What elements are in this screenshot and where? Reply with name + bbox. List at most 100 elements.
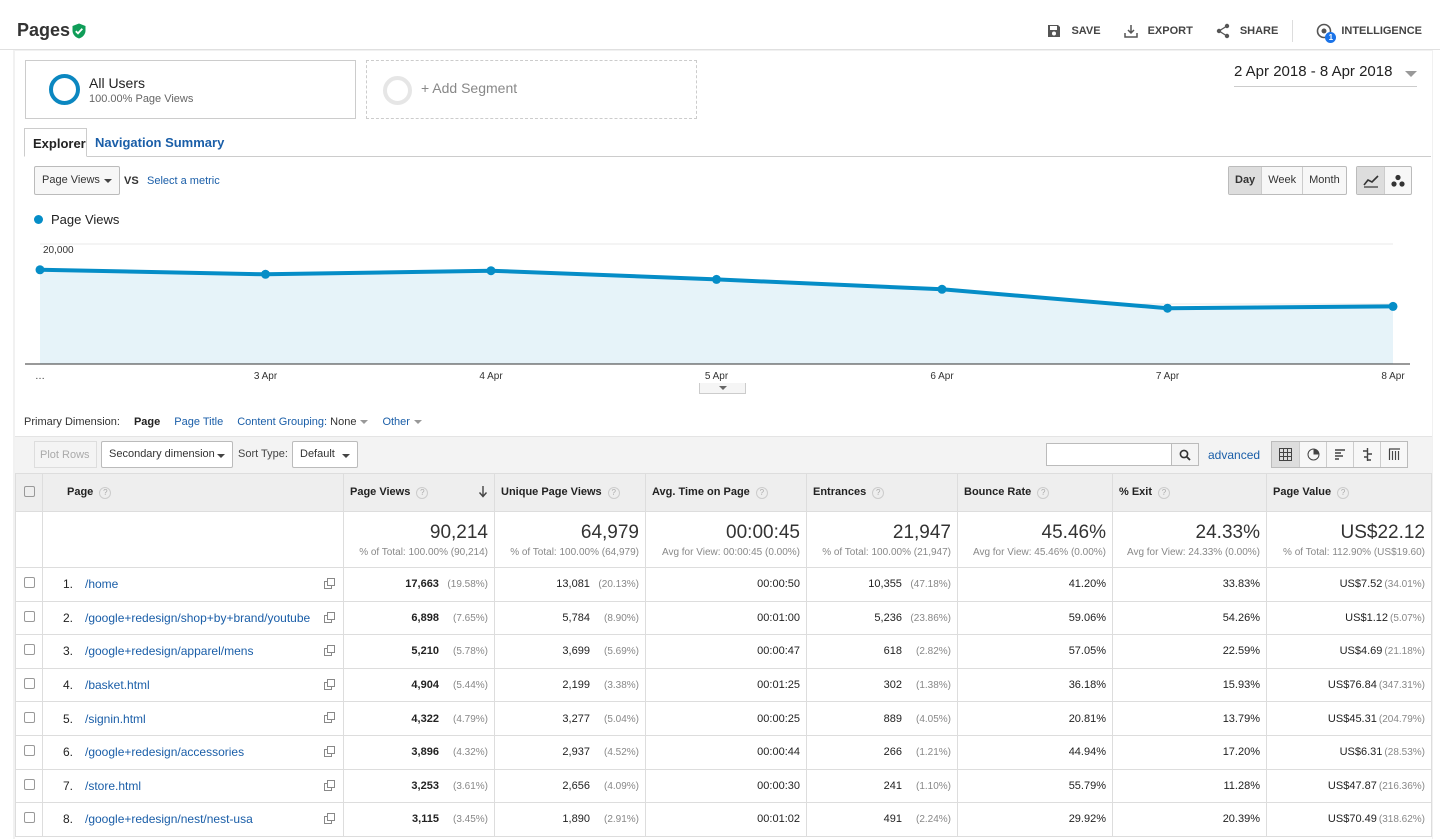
chevron-down-icon xyxy=(217,454,225,458)
column-page-views[interactable]: Page Views? xyxy=(343,473,495,512)
motion-chart-button[interactable] xyxy=(1384,167,1411,194)
row-index: 2. xyxy=(62,610,73,625)
share-button[interactable]: SHARE xyxy=(1215,23,1279,39)
row-checkbox[interactable] xyxy=(23,577,35,589)
search-button[interactable] xyxy=(1171,443,1199,466)
export-button[interactable]: EXPORT xyxy=(1123,23,1193,39)
help-icon: ? xyxy=(872,486,885,499)
open-page-icon[interactable] xyxy=(324,611,335,623)
column-entrances[interactable]: Entrances? xyxy=(806,473,958,512)
column-page[interactable]: Page? xyxy=(42,473,344,512)
open-page-icon[interactable] xyxy=(324,712,335,724)
metric-select[interactable]: Page Views xyxy=(34,166,120,195)
add-segment-button[interactable]: + Add Segment xyxy=(366,60,697,119)
open-page-icon[interactable] xyxy=(324,678,335,690)
dimension-page-title[interactable]: Page Title xyxy=(174,416,224,428)
page-value-cell: US$45.31 (204.79%) xyxy=(1266,701,1432,736)
row-checkbox[interactable] xyxy=(23,812,35,824)
page-link[interactable]: /google+redesign/nest/nest-usa xyxy=(85,812,253,827)
search-icon xyxy=(1179,449,1191,461)
column-unique-page-views[interactable]: Unique Page Views? xyxy=(494,473,646,512)
row-checkbox[interactable] xyxy=(23,644,35,656)
row-checkbox[interactable] xyxy=(23,711,35,723)
column-page-value[interactable]: Page Value? xyxy=(1266,473,1432,512)
comparison-view-button[interactable] xyxy=(1353,442,1380,467)
page-value-percent: (28.53%) xyxy=(1384,747,1425,759)
chart-collapse-handle[interactable] xyxy=(699,383,746,394)
table-row: 6. /google+redesign/accessories 3,896 (4.… xyxy=(15,734,1432,770)
line-chart-button[interactable] xyxy=(1357,167,1384,194)
tab-explorer[interactable]: Explorer xyxy=(24,128,87,157)
x-tick-label: 7 Apr xyxy=(1156,371,1180,382)
open-page-icon[interactable] xyxy=(324,578,335,589)
secondary-dimension-select[interactable]: Secondary dimension xyxy=(101,441,233,468)
advanced-filter-link[interactable]: advanced xyxy=(1208,448,1261,462)
row-select-cell xyxy=(15,768,43,804)
granularity-week[interactable]: Week xyxy=(1261,167,1302,194)
granularity-day[interactable]: Day xyxy=(1229,167,1262,194)
table-row: 8. /google+redesign/nest/nest-usa 3,115 (… xyxy=(15,802,1432,837)
page-views-cell: 6,898 (7.65%) xyxy=(343,600,495,636)
select-all-checkbox[interactable] xyxy=(23,485,35,497)
unique-page-views-cell: 13,081 (20.13%) xyxy=(494,567,646,602)
bounce-rate-cell: 29.92% xyxy=(957,802,1113,837)
entrances-value: 889 xyxy=(883,712,902,725)
row-checkbox[interactable] xyxy=(23,745,35,757)
page-link[interactable]: /signin.html xyxy=(85,711,146,726)
intelligence-button[interactable]: 1 INTELLIGENCE xyxy=(1315,22,1422,43)
row-checkbox[interactable] xyxy=(23,610,35,622)
open-page-icon[interactable] xyxy=(324,745,335,757)
percentage-view-button[interactable] xyxy=(1299,442,1326,467)
save-icon xyxy=(1048,25,1061,37)
open-page-icon[interactable] xyxy=(324,813,335,825)
share-label: SHARE xyxy=(1239,25,1279,37)
open-page-icon[interactable] xyxy=(324,645,335,657)
page-views-cell: 3,896 (4.32%) xyxy=(343,734,495,770)
page-link[interactable]: /basket.html xyxy=(85,678,150,693)
total-sub: % of Total: 100.00% (90,214) xyxy=(359,547,488,558)
page-link[interactable]: /google+redesign/accessories xyxy=(85,745,245,760)
open-page-icon[interactable] xyxy=(324,779,335,791)
unique-page-views-percent: (2.91%) xyxy=(603,814,639,826)
chevron-down-icon xyxy=(360,420,369,425)
entrances-percent: (23.86%) xyxy=(910,612,951,624)
column-page-value-label: Page Value xyxy=(1273,486,1332,499)
page-link[interactable]: /home xyxy=(85,577,119,592)
row-checkbox[interactable] xyxy=(23,778,35,790)
total-sub: % of Total: 100.00% (21,947) xyxy=(822,547,951,558)
unique-page-views-cell: 3,699 (5.69%) xyxy=(494,634,646,669)
tab-navigation-summary[interactable]: Navigation Summary xyxy=(95,135,225,150)
export-label: EXPORT xyxy=(1147,25,1193,37)
column-avg-time[interactable]: Avg. Time on Page? xyxy=(645,473,807,512)
sort-type-select[interactable]: Default xyxy=(292,441,358,468)
page-title: Pages xyxy=(17,20,71,40)
segment-name: All Users xyxy=(89,75,146,91)
legend-label: Page Views xyxy=(51,212,120,227)
total-value: 21,947 xyxy=(892,522,951,543)
row-select-cell xyxy=(15,701,43,736)
table-search-input[interactable] xyxy=(1046,443,1172,466)
add-segment-label: + Add Segment xyxy=(421,80,518,96)
row-checkbox[interactable] xyxy=(23,678,35,690)
date-range-picker[interactable]: 2 Apr 2018 - 8 Apr 2018 xyxy=(1234,63,1417,87)
performance-view-button[interactable] xyxy=(1326,442,1353,467)
term-cloud-view-button[interactable] xyxy=(1380,442,1407,467)
data-table-view-button[interactable] xyxy=(1272,442,1299,467)
plot-rows-button[interactable]: Plot Rows xyxy=(34,441,97,468)
dimension-content-grouping[interactable]: Content Grouping: None xyxy=(237,416,369,428)
select-metric-link[interactable]: Select a metric xyxy=(147,175,220,187)
column-exit[interactable]: % Exit? xyxy=(1112,473,1267,512)
save-button[interactable]: SAVE xyxy=(1046,23,1101,39)
dimension-other[interactable]: Other xyxy=(382,416,422,428)
page-link[interactable]: /store.html xyxy=(85,778,142,793)
bounce-rate-cell: 41.20% xyxy=(957,567,1113,602)
page-link[interactable]: /google+redesign/shop+by+brand/youtube xyxy=(85,610,311,625)
total-sub: Avg for View: 45.46% (0.00%) xyxy=(972,547,1106,558)
granularity-month[interactable]: Month xyxy=(1302,167,1346,194)
unique-page-views-percent: (4.52%) xyxy=(603,747,639,759)
segment-all-users[interactable]: All Users 100.00% Page Views xyxy=(25,60,356,119)
page-link[interactable]: /google+redesign/apparel/mens xyxy=(85,644,254,659)
action-divider xyxy=(1292,20,1294,42)
column-bounce-rate[interactable]: Bounce Rate? xyxy=(957,473,1113,512)
page-views-cell: 3,115 (3.45%) xyxy=(343,802,495,837)
